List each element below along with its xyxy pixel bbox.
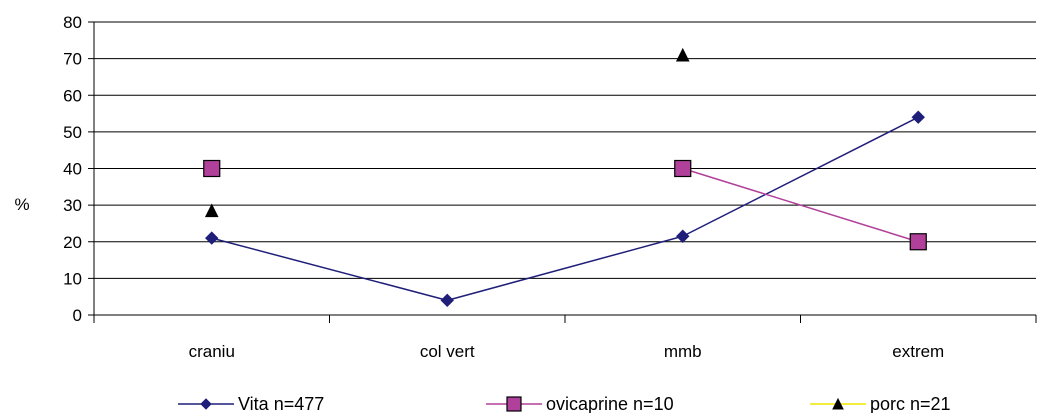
data-point-diamond [911, 110, 925, 124]
y-axis-label: % [14, 195, 29, 214]
y-axis-ticks: 0 10 20 30 40 50 60 70 80 [63, 13, 94, 325]
data-point-diamond [676, 229, 690, 243]
x-tick-label: mmb [664, 342, 702, 361]
data-point-diamond [440, 293, 454, 308]
data-point-triangle [204, 203, 219, 218]
x-axis-ticks: craniu col vert mmb extrem [93, 315, 1037, 361]
series-square [682, 167, 919, 243]
legend-item: Vita n=477 [178, 394, 324, 413]
y-tick-label: 80 [63, 13, 82, 32]
y-tick-label: 50 [63, 123, 82, 142]
y-tick-label: 20 [63, 233, 82, 252]
legend-label: porc n=21 [870, 394, 951, 413]
series-markers-diamond [205, 110, 925, 308]
series-markers-triangle [204, 47, 690, 218]
legend-swatch-marker [200, 398, 212, 410]
y-tick-label: 70 [63, 50, 82, 69]
data-point-square [674, 159, 692, 178]
y-tick-label: 40 [63, 160, 82, 179]
y-tick-label: 0 [73, 306, 82, 325]
data-point-square [203, 159, 221, 178]
legend-swatch-marker [832, 397, 844, 410]
x-tick-label: col vert [420, 342, 475, 361]
series-group [203, 47, 927, 308]
legend-item: porc n=21 [810, 394, 951, 413]
series-line-segment [447, 235, 683, 302]
series-markers-square [203, 159, 927, 251]
x-tick-label: extrem [892, 342, 944, 361]
legend-label: Vita n=477 [238, 394, 324, 413]
y-tick-label: 60 [63, 86, 82, 105]
data-point-triangle [675, 47, 690, 62]
series-line-segment [682, 167, 919, 243]
legend: Vita n=477 ovicaprine n=10 porc n=21 [178, 394, 951, 413]
x-tick-label: craniu [189, 342, 235, 361]
legend-label: ovicaprine n=10 [546, 394, 674, 413]
series-diamond [211, 116, 919, 302]
series-line-segment [211, 237, 448, 302]
gridlines [94, 21, 1036, 279]
data-point-diamond [205, 231, 219, 245]
legend-swatch-marker [506, 396, 522, 412]
series-line-segment [682, 116, 919, 237]
y-tick-label: 10 [63, 269, 82, 288]
data-point-square [909, 233, 927, 251]
y-tick-label: 30 [63, 196, 82, 215]
legend-item: ovicaprine n=10 [486, 394, 674, 413]
